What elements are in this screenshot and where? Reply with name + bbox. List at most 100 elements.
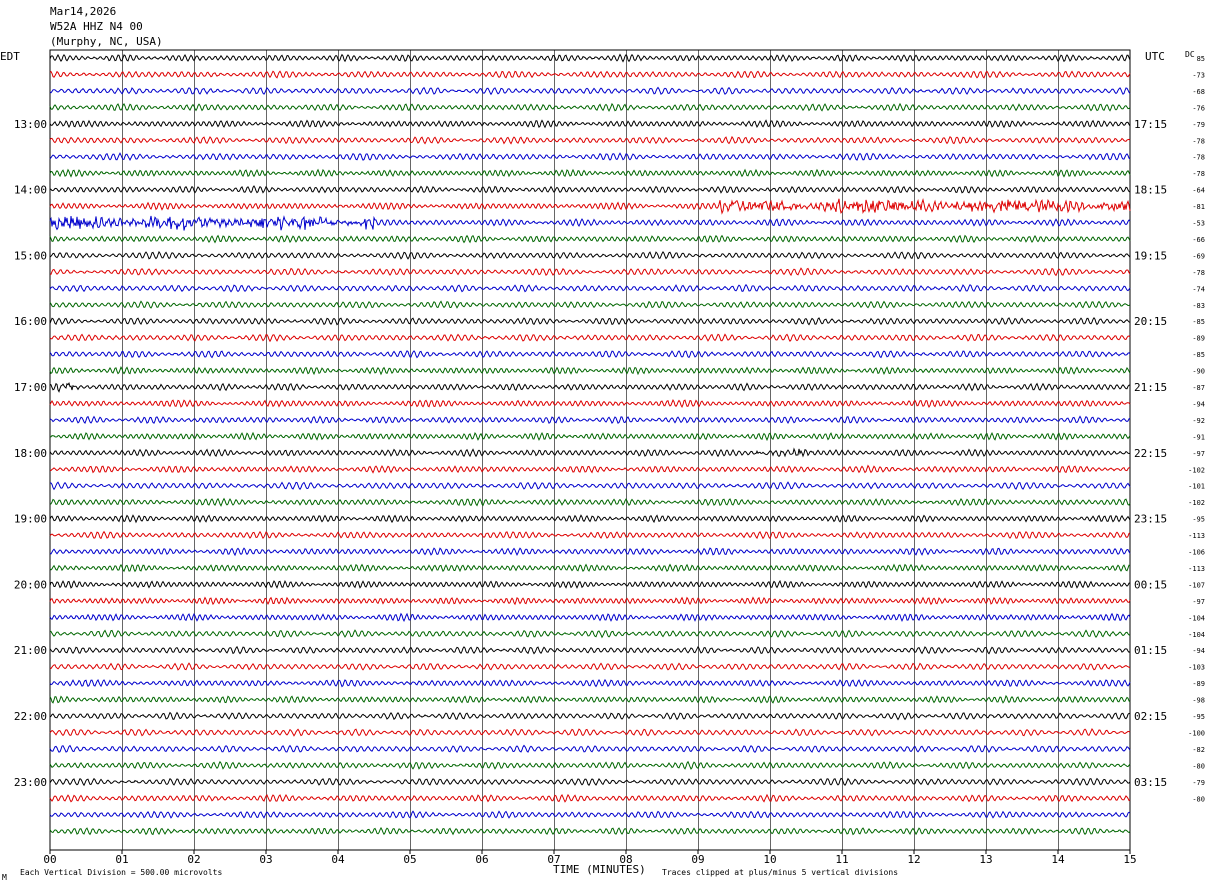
x-tick-label: 02 (187, 853, 200, 866)
trace-row-8 (49, 185, 1131, 194)
right-hour-label: 17:15 (1134, 118, 1167, 131)
dc-offset-label: -103 (1188, 664, 1205, 672)
left-hour-label: 20:00 (14, 578, 47, 591)
x-tick-label: 11 (835, 853, 848, 866)
trace-row-21 (49, 398, 1131, 409)
x-tick-label: 15 (1123, 853, 1136, 866)
trace-row-34 (49, 612, 1131, 623)
trace-group (49, 53, 1131, 836)
dc-offset-label: -95 (1192, 713, 1205, 721)
footer-clip-note: Traces clipped at plus/minus 5 vertical … (662, 868, 899, 877)
trace-row-37 (49, 662, 1131, 671)
trace-row-33 (49, 596, 1131, 606)
dc-offset-label: -89 (1192, 680, 1205, 688)
trace-row-23 (49, 431, 1131, 442)
left-axis-label: EDT (0, 50, 20, 63)
dc-offset-label: -85 (1192, 351, 1205, 359)
dc-offset-label: -89 (1192, 335, 1205, 343)
dc-offset-label: -113 (1188, 532, 1205, 540)
x-tick-label: 12 (907, 853, 920, 866)
dc-offset-label: -78 (1192, 137, 1205, 145)
trace-row-27 (49, 497, 1131, 507)
dc-offset-label: -97 (1192, 450, 1205, 458)
right-hour-label: 20:15 (1134, 315, 1167, 328)
left-hour-label: 15:00 (14, 249, 47, 262)
x-tick-label: 01 (115, 853, 128, 866)
trace-row-47 (49, 826, 1131, 836)
trace-row-25 (49, 464, 1131, 474)
right-hour-label: 19:15 (1134, 249, 1167, 262)
dc-offset-label: -113 (1188, 565, 1205, 573)
dc-offset-label: -81 (1192, 203, 1205, 211)
dc-offset-label: -104 (1188, 614, 1205, 622)
right-hour-label: 18:15 (1134, 184, 1167, 197)
right-axis-label: UTC (1145, 50, 1165, 63)
dc-offset-label: -78 (1192, 170, 1205, 178)
trace-row-0 (49, 53, 1131, 63)
trace-row-32 (49, 579, 1131, 589)
trace-row-36 (49, 645, 1131, 655)
trace-row-17 (49, 333, 1131, 343)
trace-row-22 (49, 415, 1131, 425)
trace-row-9 (49, 198, 1131, 215)
dc-offset-label: -87 (1192, 384, 1205, 392)
trace-row-44 (49, 777, 1131, 787)
trace-row-20 (49, 382, 1131, 393)
trace-row-15 (49, 300, 1131, 309)
dc-offset-label: -78 (1192, 269, 1205, 277)
dc-offset-label: -83 (1192, 302, 1205, 310)
left-hour-label: 17:00 (14, 381, 47, 394)
trace-row-10 (49, 215, 1131, 231)
trace-row-4 (49, 119, 1131, 129)
right-hour-label: 23:15 (1134, 513, 1167, 526)
left-time-labels: 13:00 14:00 15:00 16:00 17:00 18:00 19:00 20:00… (14, 118, 47, 789)
x-tick-label: 00 (43, 853, 56, 866)
dc-offset-label: -82 (1192, 746, 1205, 754)
dc-offset-label: -90 (1192, 368, 1205, 376)
trace-row-40 (49, 711, 1131, 721)
x-tick-label: 10 (763, 853, 776, 866)
right-hour-label: 02:15 (1134, 710, 1167, 723)
trace-row-43 (49, 760, 1131, 770)
dc-offset-label: -80 (1192, 762, 1205, 770)
trace-row-13 (49, 267, 1131, 277)
x-tick-label: 04 (331, 853, 345, 866)
dc-offset-label: -79 (1192, 121, 1205, 129)
left-hour-label: 22:00 (14, 710, 47, 723)
trace-row-24 (49, 447, 1131, 458)
trace-row-41 (49, 728, 1131, 737)
footer-scale-note: Each Vertical Division = 500.00 microvol… (20, 868, 223, 877)
right-hour-label: 03:15 (1134, 776, 1167, 789)
dc-offset-label: -68 (1192, 88, 1205, 96)
trace-row-19 (49, 366, 1131, 376)
trace-row-46 (49, 810, 1131, 819)
trace-row-28 (49, 514, 1131, 524)
x-tick-label: 13 (979, 853, 992, 866)
plot-grid (49, 49, 1131, 851)
dc-offset-label: -98 (1192, 697, 1205, 705)
trace-row-29 (49, 530, 1131, 540)
dc-offset-label: -78 (1192, 154, 1205, 162)
trace-row-16 (49, 317, 1131, 326)
left-hour-label: 19:00 (14, 513, 47, 526)
dc-offset-label: -79 (1192, 779, 1205, 787)
dc-offset-label: -53 (1192, 220, 1205, 228)
left-hour-label: 14:00 (14, 184, 47, 197)
left-hour-label: 16:00 (14, 315, 47, 328)
dc-offset-label: -100 (1188, 729, 1205, 737)
x-tick-label: 06 (475, 853, 488, 866)
header-station: W52A HHZ N4 00 (50, 20, 143, 33)
right-time-labels: 17:15 18:15 19:15 20:15 21:15 22:15 23:15 00:15… (1134, 118, 1167, 789)
dc-offset-label: -94 (1192, 647, 1205, 655)
x-tick-label: 08 (619, 853, 632, 866)
left-hour-label: 18:00 (14, 447, 47, 460)
trace-row-14 (49, 283, 1131, 293)
trace-row-2 (49, 86, 1131, 96)
trace-row-5 (49, 135, 1131, 145)
trace-row-39 (49, 694, 1131, 704)
x-tick-labels: 00 01 02 03 04 05 06 07 08 09 10 11 12 13 14 15 (43, 850, 1137, 866)
dc-offset-label: -95 (1192, 516, 1205, 524)
trace-row-11 (49, 234, 1131, 244)
header-location: (Murphy, NC, USA) (50, 35, 163, 48)
dc-offset-label: -107 (1188, 581, 1205, 589)
